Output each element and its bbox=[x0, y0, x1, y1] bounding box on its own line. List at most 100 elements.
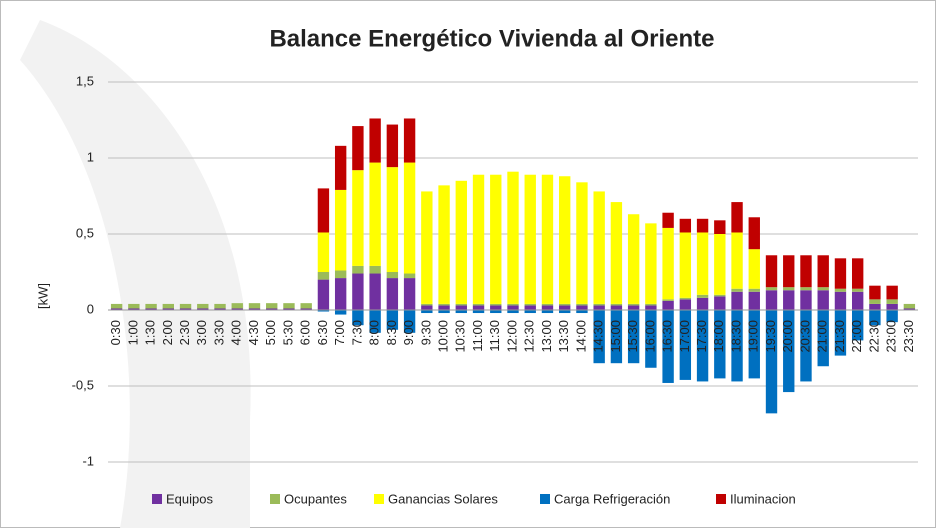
bar-segment bbox=[783, 290, 795, 310]
x-tick-label: 3:30 bbox=[211, 320, 226, 345]
bar-segment bbox=[765, 310, 778, 414]
bar-segment bbox=[627, 305, 640, 310]
x-tick-label: 22:00 bbox=[849, 320, 864, 353]
bar-segment bbox=[645, 223, 657, 304]
bar-segment bbox=[317, 232, 330, 272]
bar-segment bbox=[783, 310, 795, 393]
x-tick-label: 13:30 bbox=[556, 320, 571, 353]
bar-segment bbox=[834, 258, 847, 289]
legend-label: Iluminacion bbox=[730, 491, 796, 506]
bar-segment bbox=[266, 308, 278, 310]
bar-segment bbox=[662, 227, 674, 300]
bar-segment bbox=[748, 249, 760, 289]
bar-segment bbox=[593, 191, 605, 304]
bar-segment bbox=[559, 303, 571, 306]
x-tick-label: 11:00 bbox=[470, 320, 485, 352]
bar-segment bbox=[559, 310, 571, 314]
bar-segment bbox=[317, 188, 330, 233]
bar-segment bbox=[800, 287, 812, 291]
y-tick-label: 0 bbox=[87, 301, 94, 316]
bar-segment bbox=[352, 265, 364, 274]
x-tick-label: 14:30 bbox=[591, 320, 606, 353]
bar-segment bbox=[403, 310, 416, 333]
bar-segment bbox=[645, 305, 657, 310]
bar-segment bbox=[765, 290, 778, 310]
bar-segment bbox=[869, 285, 881, 300]
x-tick-label: 11:30 bbox=[487, 320, 502, 352]
bar-segment bbox=[851, 310, 864, 341]
bar-segment bbox=[386, 272, 399, 279]
legend-swatch bbox=[716, 494, 726, 504]
x-tick-label: 16:30 bbox=[660, 320, 675, 353]
x-tick-label: 2:30 bbox=[177, 320, 192, 345]
x-tick-label: 20:00 bbox=[780, 320, 795, 353]
bar-segment bbox=[524, 174, 536, 304]
bar-segment bbox=[714, 310, 726, 379]
bar-segment bbox=[645, 310, 657, 368]
bar-segment bbox=[851, 258, 864, 289]
bar-segment bbox=[800, 310, 812, 382]
bar-segment bbox=[610, 303, 623, 306]
y-tick-label: 0,5 bbox=[76, 225, 94, 240]
x-tick-label: 10:30 bbox=[453, 320, 468, 353]
bar-segment bbox=[386, 124, 399, 168]
x-tick-label: 21:00 bbox=[815, 320, 830, 353]
bar-segment bbox=[438, 310, 450, 314]
bar-segment bbox=[507, 171, 519, 304]
x-tick-label: 13:00 bbox=[539, 320, 554, 353]
bar-segment bbox=[541, 174, 554, 304]
x-tick-label: 5:00 bbox=[263, 320, 278, 345]
bar-segment bbox=[386, 278, 399, 310]
bar-segment bbox=[869, 299, 881, 304]
y-axis-label: [kW] bbox=[35, 283, 50, 309]
bar-segment bbox=[421, 303, 433, 306]
bar-segment bbox=[627, 214, 640, 304]
bar-segment bbox=[455, 180, 467, 304]
bar-segment bbox=[248, 303, 261, 309]
bar-segment bbox=[662, 310, 674, 383]
bar-segment bbox=[266, 303, 278, 309]
bar-segment bbox=[386, 310, 399, 330]
chart-title: Balance Energético Vivienda al Oriente bbox=[269, 25, 714, 52]
bar-segment bbox=[748, 291, 760, 310]
bar-segment bbox=[421, 305, 433, 310]
bar-segment bbox=[352, 273, 364, 310]
x-tick-label: 6:30 bbox=[315, 320, 330, 345]
x-tick-label: 19:00 bbox=[746, 320, 761, 353]
bar-segment bbox=[145, 308, 157, 310]
bar-segment bbox=[662, 212, 674, 228]
bar-segment bbox=[214, 308, 226, 310]
bar-segment bbox=[369, 310, 381, 333]
bar-segment bbox=[576, 305, 588, 310]
x-tick-label: 15:30 bbox=[625, 320, 640, 353]
bar-segment bbox=[386, 167, 399, 272]
bar-segment bbox=[231, 303, 243, 309]
x-tick-label: 5:30 bbox=[280, 320, 295, 345]
bar-segment bbox=[507, 305, 519, 310]
bar-segment bbox=[179, 303, 192, 309]
bar-segment bbox=[731, 202, 743, 233]
bar-segment bbox=[248, 308, 261, 310]
bar-segment bbox=[696, 310, 709, 382]
bar-segment bbox=[903, 303, 916, 309]
bar-segment bbox=[593, 310, 605, 364]
bar-segment bbox=[490, 305, 502, 310]
bar-segment bbox=[369, 273, 381, 310]
bar-segment bbox=[507, 303, 519, 306]
bar-segment bbox=[714, 296, 726, 310]
x-tick-label: 22:30 bbox=[866, 320, 881, 353]
bar-segment bbox=[903, 308, 916, 310]
bar-segment bbox=[334, 145, 347, 190]
x-tick-label: 19:30 bbox=[763, 320, 778, 353]
bar-segment bbox=[593, 303, 605, 306]
x-tick-label: 21:30 bbox=[832, 320, 847, 353]
bar-segment bbox=[352, 126, 364, 171]
x-tick-label: 23:00 bbox=[884, 320, 899, 353]
bar-segment bbox=[421, 191, 433, 304]
x-tick-label: 8:30 bbox=[384, 320, 399, 345]
bar-segment bbox=[834, 310, 847, 356]
bar-segment bbox=[490, 174, 502, 304]
x-tick-label: 4:00 bbox=[229, 320, 244, 345]
bar-segment bbox=[679, 297, 692, 300]
bar-segment bbox=[679, 310, 692, 380]
